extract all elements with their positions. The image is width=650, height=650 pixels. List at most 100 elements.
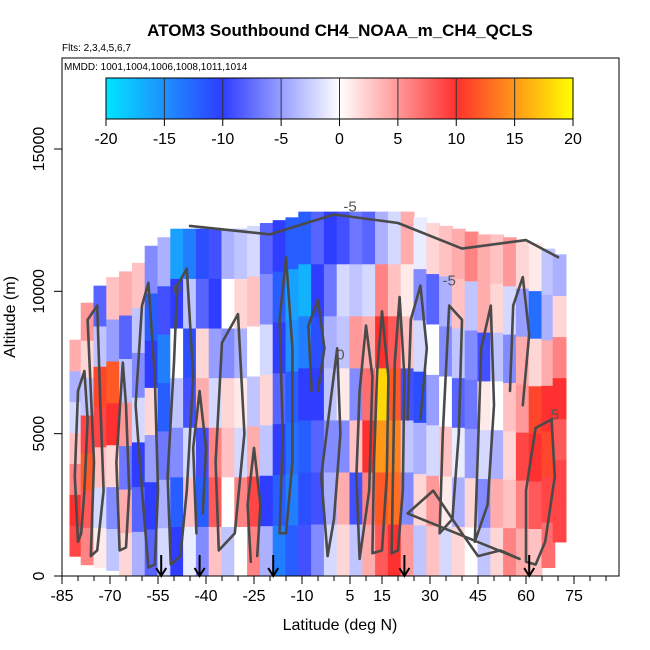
- x-tick-label: 5: [346, 588, 355, 605]
- heatmap-cell: [541, 248, 556, 295]
- dates-line: MMDD: 1001,1004,1006,1008,1011,1014: [64, 62, 248, 73]
- heatmap-cell: [503, 382, 517, 432]
- contour-labels: -5 -5 5 0 0: [173, 199, 559, 424]
- x-tick-label: -25: [242, 588, 265, 605]
- heatmap-cell: [195, 228, 210, 279]
- flight-arrow-head: [193, 567, 206, 578]
- heatmap-cell: [336, 523, 351, 576]
- colorbar-tick-label: -5: [274, 131, 288, 148]
- contour-label: 5: [551, 406, 559, 423]
- heatmap-cell: [144, 434, 159, 483]
- heatmap-cell: [157, 237, 172, 287]
- heatmap-cell: [439, 525, 453, 576]
- heatmap-cell: [490, 234, 505, 284]
- heatmap-cell: [183, 526, 197, 576]
- heatmap-cell: [528, 338, 543, 387]
- heatmap-cell: [349, 211, 364, 265]
- heatmap-cell: [426, 475, 441, 527]
- contour-line: [246, 446, 262, 564]
- heatmap-cell: [464, 280, 479, 331]
- heatmap-cell: [259, 273, 274, 325]
- heatmap-cell: [426, 273, 441, 325]
- heatmap-cell: [170, 427, 185, 478]
- heatmap-cell: [106, 277, 121, 320]
- contour-line: [319, 347, 342, 558]
- colorbar-tick-label: 20: [564, 131, 582, 148]
- heatmap-cell: [413, 217, 428, 270]
- heatmap-cell: [93, 325, 108, 367]
- heatmap-cell: [259, 424, 274, 476]
- contour-lines: [73, 213, 560, 569]
- contour-line: [115, 361, 131, 552]
- heatmap-cell: [362, 211, 377, 265]
- heatmap-cell: [552, 295, 567, 338]
- heatmap-cell: [221, 377, 236, 428]
- contour-line: [406, 489, 521, 561]
- heatmap-cell: [362, 367, 377, 421]
- heatmap-cell: [170, 476, 185, 527]
- heatmap-cell: [157, 334, 172, 384]
- colorbar-tick-label: -10: [211, 131, 234, 148]
- heatmap-cell: [336, 211, 351, 265]
- heatmap-cell: [541, 521, 556, 569]
- heatmap-cell: [170, 228, 185, 279]
- contour-line: [473, 304, 496, 544]
- heatmap-cells: [69, 211, 567, 576]
- heatmap-cell: [387, 211, 402, 265]
- x-tick-label: 15: [373, 588, 391, 605]
- heatmap-cell: [144, 481, 159, 530]
- contour-line: [191, 389, 208, 535]
- heatmap-cell: [93, 527, 108, 569]
- heatmap-cell: [183, 228, 197, 279]
- heatmap-cell: [272, 423, 287, 475]
- heatmap-cell: [285, 217, 300, 270]
- heatmap-cell: [131, 262, 146, 309]
- heatmap-cell: [221, 228, 236, 279]
- heatmap-cell: [451, 526, 466, 576]
- colorbar-tick-label: 15: [506, 131, 524, 148]
- contour-line: [307, 298, 326, 393]
- heatmap-cell: [515, 240, 530, 289]
- heatmap-cell: [298, 523, 313, 576]
- heatmap-cell: [552, 459, 567, 502]
- heatmap-cell: [426, 374, 441, 426]
- heatmap-cell: [195, 427, 210, 478]
- flight-arrow-head: [398, 567, 411, 578]
- heatmap-cell: [413, 319, 428, 372]
- x-tick-label: 60: [517, 588, 535, 605]
- heatmap-cell: [234, 228, 249, 279]
- heatmap-cell: [298, 263, 313, 317]
- x-axis: -85 -70 -55 -40 -25 -10 5 15 30 45 60 75: [50, 576, 607, 605]
- contour-line: [86, 304, 105, 558]
- heatmap-cell: [515, 528, 530, 576]
- heatmap-cell: [490, 429, 505, 479]
- flight-arrow-head: [523, 567, 536, 578]
- heatmap-cell: [311, 263, 325, 317]
- x-tick-label: -70: [98, 588, 121, 605]
- heatmap-cell: [311, 211, 325, 265]
- x-tick-label: 45: [469, 588, 487, 605]
- heatmap-cell: [69, 370, 84, 403]
- flight-arrow-head: [155, 567, 168, 578]
- heatmap-cell: [490, 283, 505, 333]
- y-axis-label: Altitude (m): [2, 276, 19, 358]
- heatmap-cell: [221, 476, 236, 527]
- heatmap-cell: [106, 360, 121, 404]
- contour-label: -5: [343, 199, 356, 216]
- heatmap-cell: [503, 285, 517, 335]
- heatmap-cell: [259, 525, 274, 576]
- heatmap-cell: [298, 211, 313, 265]
- heatmap-cell: [208, 278, 223, 329]
- heatmap-cell: [259, 323, 274, 375]
- heatmap-cell: [503, 527, 517, 576]
- colorbar-tick-label: -20: [94, 131, 117, 148]
- heatmap-cell: [413, 473, 428, 526]
- heatmap-cell: [234, 526, 249, 576]
- heatmap-cell: [259, 374, 274, 426]
- heatmap-cell: [208, 327, 223, 379]
- heatmap-cell: [375, 367, 389, 421]
- heatmap-cell: [311, 523, 325, 576]
- heatmap-cell: [69, 339, 84, 372]
- heatmap-cell: [552, 254, 567, 296]
- heatmap-cell: [298, 419, 313, 473]
